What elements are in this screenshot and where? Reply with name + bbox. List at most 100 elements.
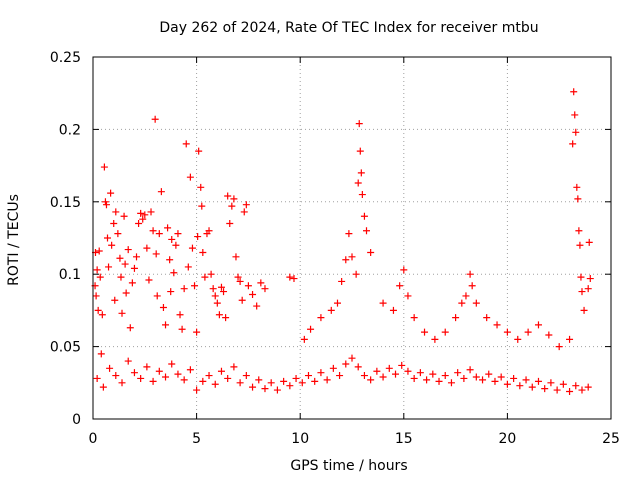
data-point	[416, 369, 424, 377]
data-point	[528, 383, 536, 391]
data-point	[164, 224, 172, 232]
data-point	[404, 367, 412, 375]
data-point	[170, 269, 178, 277]
data-point	[93, 374, 101, 382]
data-point	[224, 192, 232, 200]
data-point	[137, 374, 145, 382]
data-point	[159, 304, 167, 312]
data-point	[126, 324, 134, 332]
data-point	[94, 306, 102, 314]
data-point	[230, 363, 238, 371]
data-point	[524, 328, 532, 336]
data-point	[311, 377, 319, 385]
data-point	[534, 321, 542, 329]
data-point	[404, 292, 412, 300]
data-point	[178, 325, 186, 333]
data-point	[236, 277, 244, 285]
data-point	[472, 299, 480, 307]
data-point	[273, 386, 281, 394]
data-point	[236, 379, 244, 387]
data-point	[534, 377, 542, 385]
data-point	[572, 128, 580, 136]
data-point	[447, 379, 455, 387]
y-axis-ticks: 0 0.05 0.1 0.15 0.2 0.25	[50, 50, 611, 428]
data-point	[429, 370, 437, 378]
x-axis-ticks: 0 5 10 15 20 25	[89, 57, 620, 447]
data-point	[152, 250, 160, 258]
data-point	[139, 215, 147, 223]
data-point	[261, 385, 269, 393]
data-point	[217, 283, 225, 291]
data-point	[155, 230, 163, 238]
data-point	[421, 328, 429, 336]
data-point	[392, 370, 400, 378]
data-point	[547, 379, 555, 387]
chart-title: Day 262 of 2024, Rate Of TEC Index for r…	[159, 20, 538, 36]
data-point	[99, 383, 107, 391]
data-point	[180, 285, 188, 293]
data-point	[120, 212, 128, 220]
data-point	[385, 364, 393, 372]
data-point	[257, 279, 265, 287]
data-point	[110, 220, 118, 228]
data-point	[234, 273, 242, 281]
data-point	[199, 377, 207, 385]
data-point	[199, 248, 207, 256]
data-point	[410, 314, 418, 322]
data-point	[168, 235, 176, 243]
data-point	[329, 364, 337, 372]
data-point	[220, 288, 228, 296]
data-point	[317, 314, 325, 322]
data-point	[571, 111, 579, 119]
data-point	[516, 382, 524, 390]
data-point	[238, 296, 246, 304]
data-point	[228, 202, 236, 210]
data-point	[363, 227, 371, 235]
data-point	[379, 373, 387, 381]
data-point	[398, 361, 406, 369]
data-point	[195, 147, 203, 155]
data-point	[584, 285, 592, 293]
y-tick-label: 0.25	[50, 50, 81, 66]
data-point	[153, 292, 161, 300]
data-point	[286, 273, 294, 281]
data-point	[503, 380, 511, 388]
data-point	[98, 311, 106, 319]
data-point	[586, 275, 594, 283]
data-point	[454, 369, 462, 377]
data-point	[205, 227, 213, 235]
data-point	[232, 253, 240, 261]
data-point	[198, 202, 206, 210]
data-point	[213, 299, 221, 307]
data-point	[360, 372, 368, 380]
data-point	[555, 343, 563, 351]
y-tick-label: 0.05	[50, 340, 81, 356]
data-point	[230, 195, 238, 203]
data-point	[211, 292, 219, 300]
data-point	[280, 377, 288, 385]
x-tick-label: 10	[291, 431, 309, 447]
data-point	[168, 360, 176, 368]
data-point	[479, 376, 487, 384]
data-point	[472, 373, 480, 381]
data-point	[167, 288, 175, 296]
data-point	[118, 379, 126, 387]
data-point	[389, 306, 397, 314]
data-point	[503, 328, 511, 336]
data-point	[574, 195, 582, 203]
data-point	[348, 253, 356, 261]
data-point	[584, 383, 592, 391]
data-point	[573, 183, 581, 191]
data-point	[133, 253, 141, 261]
data-point	[188, 244, 196, 252]
data-point	[485, 370, 493, 378]
data-point	[441, 372, 449, 380]
data-point	[207, 270, 215, 278]
data-point	[143, 363, 151, 371]
data-point	[197, 183, 205, 191]
data-point	[304, 372, 312, 380]
data-point	[155, 367, 163, 375]
data-point	[572, 382, 580, 390]
data-point	[569, 140, 577, 148]
